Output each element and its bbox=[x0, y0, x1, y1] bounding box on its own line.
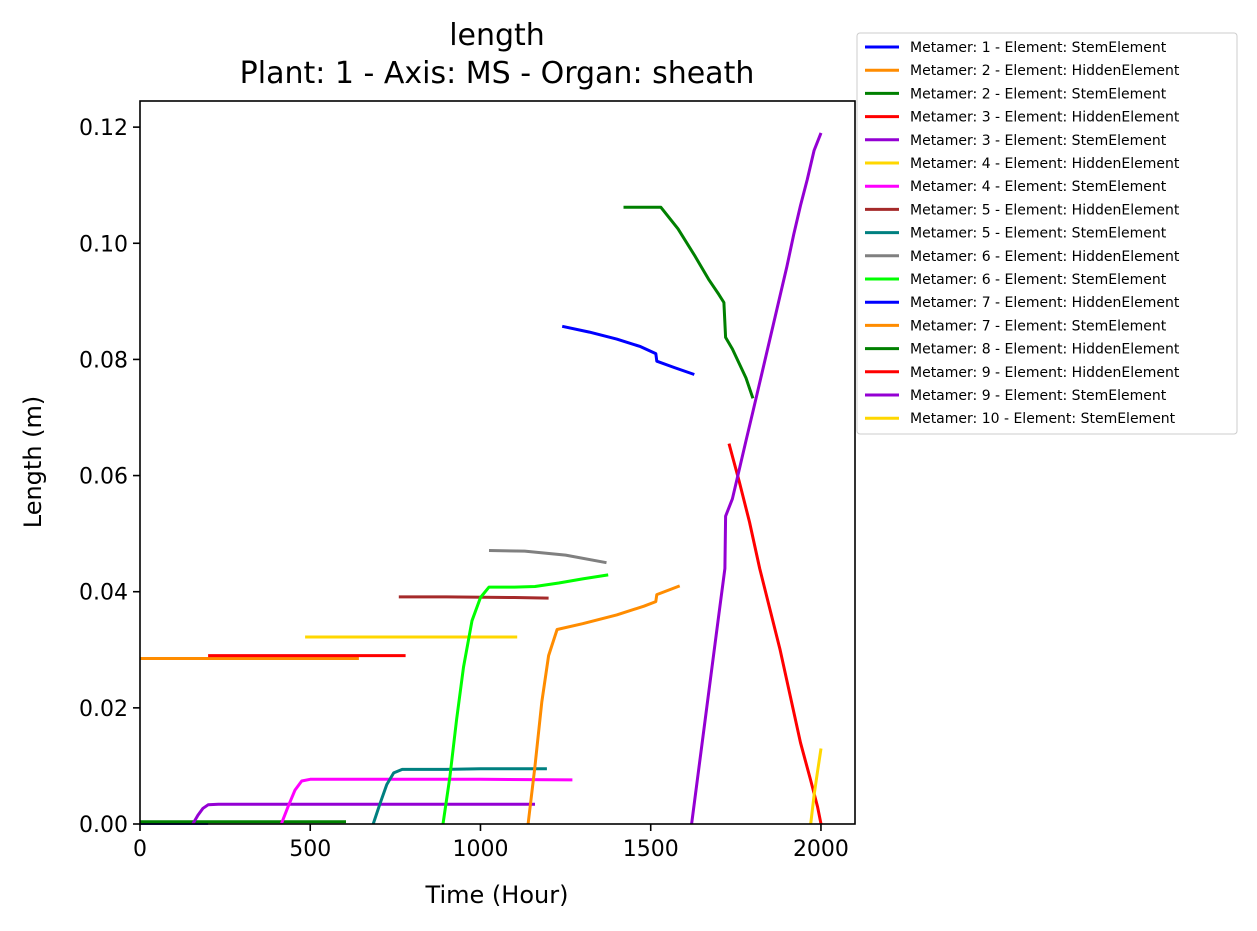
legend-label: Metamer: 4 - Element: HiddenElement bbox=[910, 156, 1180, 172]
series-line-12 bbox=[561, 324, 695, 376]
y-tick-label: 0.06 bbox=[79, 465, 128, 490]
legend-label: Metamer: 3 - Element: StemElement bbox=[910, 133, 1167, 149]
x-tick-label: 500 bbox=[289, 837, 331, 862]
legend-label: Metamer: 6 - Element: HiddenElement bbox=[910, 249, 1180, 265]
legend-label: Metamer: 9 - Element: HiddenElement bbox=[910, 365, 1180, 381]
series-line-15 bbox=[727, 443, 823, 825]
y-tick-label: 0.12 bbox=[79, 116, 128, 141]
legend-label: Metamer: 2 - Element: StemElement bbox=[910, 86, 1167, 102]
y-tick-label: 0.02 bbox=[79, 697, 128, 722]
legend-label: Metamer: 5 - Element: HiddenElement bbox=[910, 202, 1180, 218]
x-tick-label: 2000 bbox=[793, 837, 849, 862]
legend-label: Metamer: 10 - Element: StemElement bbox=[910, 411, 1176, 427]
plot-frame bbox=[139, 100, 856, 825]
legend-label: Metamer: 2 - Element: HiddenElement bbox=[910, 63, 1180, 79]
legend-label: Metamer: 7 - Element: StemElement bbox=[910, 318, 1167, 334]
x-tick-label: 0 bbox=[133, 837, 147, 862]
legend-label: Metamer: 9 - Element: StemElement bbox=[910, 388, 1167, 404]
x-tick-label: 1000 bbox=[452, 837, 508, 862]
legend-label: Metamer: 6 - Element: StemElement bbox=[910, 272, 1167, 288]
legend: Metamer: 1 - Element: StemElement Metamer… bbox=[856, 32, 1238, 435]
y-tick-label: 0.10 bbox=[79, 232, 128, 257]
chart-subtitle: Plant: 1 - Axis: MS - Organ: sheath bbox=[240, 56, 755, 91]
series-line-14 bbox=[623, 205, 755, 399]
legend-label: Metamer: 4 - Element: StemElement bbox=[910, 179, 1167, 195]
legend-label: Metamer: 5 - Element: StemElement bbox=[910, 226, 1167, 242]
series-line-11 bbox=[441, 573, 609, 825]
series-line-7 bbox=[279, 777, 573, 825]
series-line-13 bbox=[526, 584, 681, 825]
series-line-5 bbox=[191, 802, 535, 825]
series-line-16 bbox=[690, 132, 823, 825]
series-line-10 bbox=[488, 549, 607, 565]
chart-title: length bbox=[449, 18, 545, 53]
plot-lines bbox=[140, 132, 823, 825]
series-line-17 bbox=[809, 748, 823, 825]
y-axis-label: Length (m) bbox=[19, 396, 47, 529]
series-line-9 bbox=[371, 767, 547, 825]
x-axis-label: Time (Hour) bbox=[425, 881, 569, 909]
series-line-8 bbox=[398, 595, 549, 600]
legend-label: Metamer: 7 - Element: HiddenElement bbox=[910, 295, 1180, 311]
axis-ticks: 0 500 1000 1500 2000 0.00 0.02 0.04 0.06 0.08 0.10… bbox=[79, 116, 849, 862]
y-tick-label: 0.08 bbox=[79, 348, 128, 373]
y-tick-label: 0.00 bbox=[79, 813, 128, 838]
y-tick-label: 0.04 bbox=[79, 581, 128, 606]
legend-label: Metamer: 3 - Element: HiddenElement bbox=[910, 110, 1180, 126]
x-tick-label: 1500 bbox=[623, 837, 679, 862]
legend-box bbox=[856, 32, 1238, 435]
legend-label: Metamer: 1 - Element: StemElement bbox=[910, 40, 1167, 56]
legend-label: Metamer: 8 - Element: HiddenElement bbox=[910, 342, 1180, 358]
